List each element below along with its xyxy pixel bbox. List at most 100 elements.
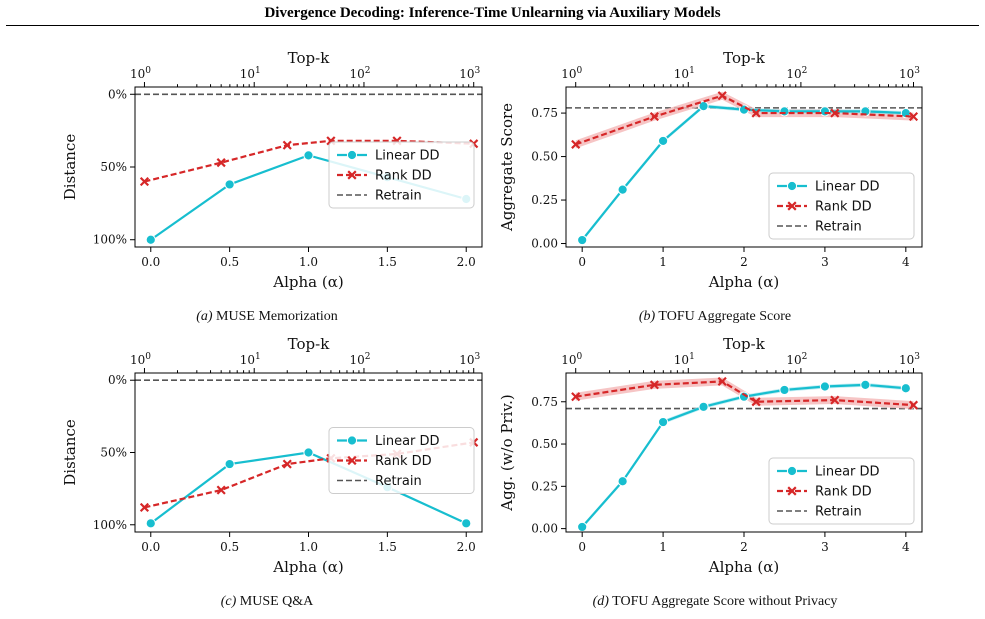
rank-dd-point — [347, 170, 357, 180]
x-tick-label: 3 — [821, 540, 829, 554]
legend: Linear DD Rank DD Retrain — [768, 457, 915, 525]
x-tick-label: 1 — [659, 255, 667, 269]
rank-dd-point-stroke — [216, 485, 226, 495]
legend-linear-label: Linear DD — [375, 149, 440, 164]
top-tick-label: 101 — [674, 352, 695, 367]
linear-dd-point — [698, 101, 709, 112]
rank-dd-point-stroke — [282, 459, 292, 469]
rank-dd-point-stroke — [717, 376, 727, 387]
linear-dd-point — [900, 383, 911, 394]
rank-dd-line — [144, 139, 474, 183]
rank-dd-point — [649, 111, 659, 122]
x-tick-label: 0 — [578, 255, 586, 269]
rank-dd-point — [571, 392, 581, 402]
top-axis-title: Top-k — [723, 335, 766, 353]
page-header: Divergence Decoding: Inference-Time Unle… — [0, 0, 985, 30]
top-tick-exponent: 1 — [689, 352, 695, 362]
legend-rank-label: Rank DD — [375, 454, 432, 469]
rank-dd-point-stroke — [139, 502, 150, 513]
rank-dd-point-stroke — [830, 108, 840, 118]
top-tick-exponent: 2 — [802, 352, 808, 362]
rank-dd-point-stroke — [787, 201, 797, 211]
rank-dd-point — [139, 176, 150, 187]
top-tick-label: 102 — [349, 352, 370, 367]
x-axis-title: Alpha (α) — [272, 273, 343, 291]
y-tick-label: 0.50 — [531, 437, 558, 451]
legend-retrain-label: Retrain — [375, 474, 422, 489]
rank-dd-point-stroke — [751, 108, 761, 118]
rank-dd-point-stroke — [571, 392, 581, 402]
rank-dd-point-stroke — [326, 136, 336, 146]
top-tick-exponent: 3 — [914, 352, 920, 362]
top-tick-base: 10 — [561, 353, 576, 367]
legend-linear-label: Linear DD — [815, 465, 880, 480]
caption-d: (d) TOFU Aggregate Score without Privacy — [495, 594, 935, 610]
y-tick-label: 0.75 — [531, 106, 558, 120]
top-axis-title: Top-k — [288, 49, 331, 67]
y-tick-label: 0.50 — [531, 150, 558, 164]
linear-dd-point — [224, 458, 235, 470]
y-tick-label: 50% — [100, 446, 127, 460]
top-tick-base: 10 — [459, 67, 474, 81]
top-tick-base: 10 — [130, 67, 145, 81]
rank-dd-point-stroke — [649, 380, 659, 390]
linear-dd-point — [224, 179, 235, 190]
top-tick-exponent: 0 — [145, 352, 151, 362]
linear-dd-point — [860, 379, 871, 390]
y-tick-label: 0.25 — [531, 193, 558, 207]
legend: Linear DD Rank DD Retrain — [328, 427, 475, 494]
top-tick-base: 10 — [240, 353, 255, 367]
rank-dd-point-stroke — [139, 176, 150, 187]
top-tick-label: 102 — [349, 66, 370, 81]
x-axis-title: Alpha (α) — [708, 273, 779, 291]
rank-dd-point-stroke — [717, 91, 727, 101]
rank-dd-point-stroke — [216, 158, 226, 168]
rank-dd-point — [751, 397, 761, 407]
y-tick-label: 100% — [93, 233, 127, 247]
rank-dd-point-stroke — [908, 111, 919, 122]
linear-dd-point — [786, 180, 798, 192]
top-tick-label: 103 — [459, 66, 480, 81]
legend: Linear DD Rank DD Retrain — [328, 141, 475, 209]
legend-rank-label: Rank DD — [815, 200, 872, 215]
top-tick-exponent: 0 — [576, 352, 582, 362]
x-tick-label: 4 — [902, 540, 910, 554]
x-tick-label: 4 — [902, 255, 910, 269]
y-tick-label: 50% — [100, 160, 127, 174]
top-tick-base: 10 — [786, 353, 801, 367]
x-tick-label: 0 — [578, 540, 586, 554]
rank-dd-point — [649, 380, 659, 390]
caption-text: MUSE Memorization — [216, 309, 338, 324]
linear-dd-point — [779, 384, 790, 396]
rank-dd-point — [717, 91, 727, 101]
top-tick-label: 100 — [561, 66, 582, 81]
top-tick-exponent: 0 — [145, 66, 151, 76]
x-tick-label: 3 — [821, 255, 829, 269]
rank-dd-line — [575, 94, 914, 146]
y-axis-title: Agg. (w/o Priv.) — [498, 394, 516, 512]
top-tick-base: 10 — [674, 67, 689, 81]
legend-box — [768, 172, 915, 240]
linear-dd-point — [303, 150, 314, 161]
top-tick-label: 103 — [899, 352, 920, 367]
top-tick-base: 10 — [899, 353, 914, 367]
top-tick-base: 10 — [786, 67, 801, 81]
x-tick-label: 0.5 — [220, 540, 239, 554]
legend-rank-label: Rank DD — [375, 169, 432, 184]
y-axis-title: Distance — [61, 134, 79, 201]
rank-dd-point-stroke — [282, 140, 292, 150]
legend-linear-label: Linear DD — [815, 180, 880, 195]
top-tick-base: 10 — [674, 353, 689, 367]
y-axis-title: Aggregate Score — [498, 103, 516, 232]
top-tick-exponent: 2 — [365, 66, 371, 76]
top-tick-exponent: 1 — [255, 66, 261, 76]
top-tick-exponent: 1 — [689, 66, 695, 76]
caption-tag: (a) — [196, 309, 213, 324]
rank-dd-point — [717, 376, 727, 387]
legend-box — [328, 427, 475, 494]
legend-retrain-label: Retrain — [375, 189, 422, 204]
rank-dd-point — [751, 108, 761, 118]
legend-box — [328, 141, 475, 209]
